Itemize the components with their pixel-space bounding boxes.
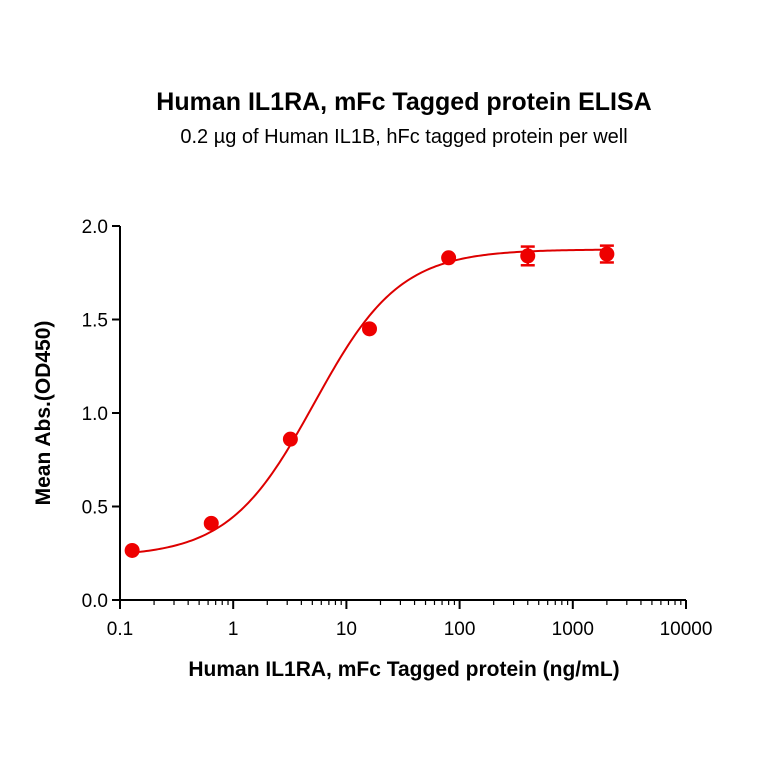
data-point-0 — [124, 542, 140, 558]
x-minor-ticks — [153, 600, 682, 605]
fit-curve — [132, 248, 607, 554]
x-tick-label-0: 0.1 — [107, 619, 133, 640]
x-tick-label-2: 10 — [336, 619, 357, 640]
y-tick-label-3: 1.5 — [82, 311, 108, 332]
data-point-4 — [441, 250, 457, 266]
y-tick-label-1: 0.5 — [82, 498, 108, 519]
chart-subtitle: 0.2 µg of Human IL1B, hFc tagged protein… — [180, 126, 627, 148]
axes — [119, 226, 686, 601]
data-point-3 — [362, 321, 378, 337]
chart-title: Human IL1RA, mFc Tagged protein ELISA — [156, 88, 651, 116]
x-tick-label-1: 1 — [228, 619, 239, 640]
y-ticks: 0.0 0.5 1.0 1.5 2.0 — [82, 217, 120, 612]
x-axis-label: Human IL1RA, mFc Tagged protein (ng/mL) — [188, 658, 619, 681]
data-point-5 — [520, 248, 536, 264]
y-tick-label-4: 2.0 — [82, 217, 108, 238]
y-tick-label-0: 0.0 — [82, 591, 108, 612]
y-axis-label: Mean Abs.(OD450) — [32, 321, 55, 506]
data-point-6 — [599, 246, 615, 262]
data-point-1 — [203, 515, 219, 531]
x-tick-label-3: 100 — [444, 619, 476, 640]
y-tick-label-2: 1.0 — [82, 404, 108, 425]
x-tick-label-5: 10000 — [660, 619, 713, 640]
data-point-2 — [282, 431, 298, 447]
data-points — [124, 244, 615, 558]
x-tick-label-4: 1000 — [552, 619, 594, 640]
x-ticks: 0.1 1 10 100 1000 10000 — [107, 600, 713, 640]
